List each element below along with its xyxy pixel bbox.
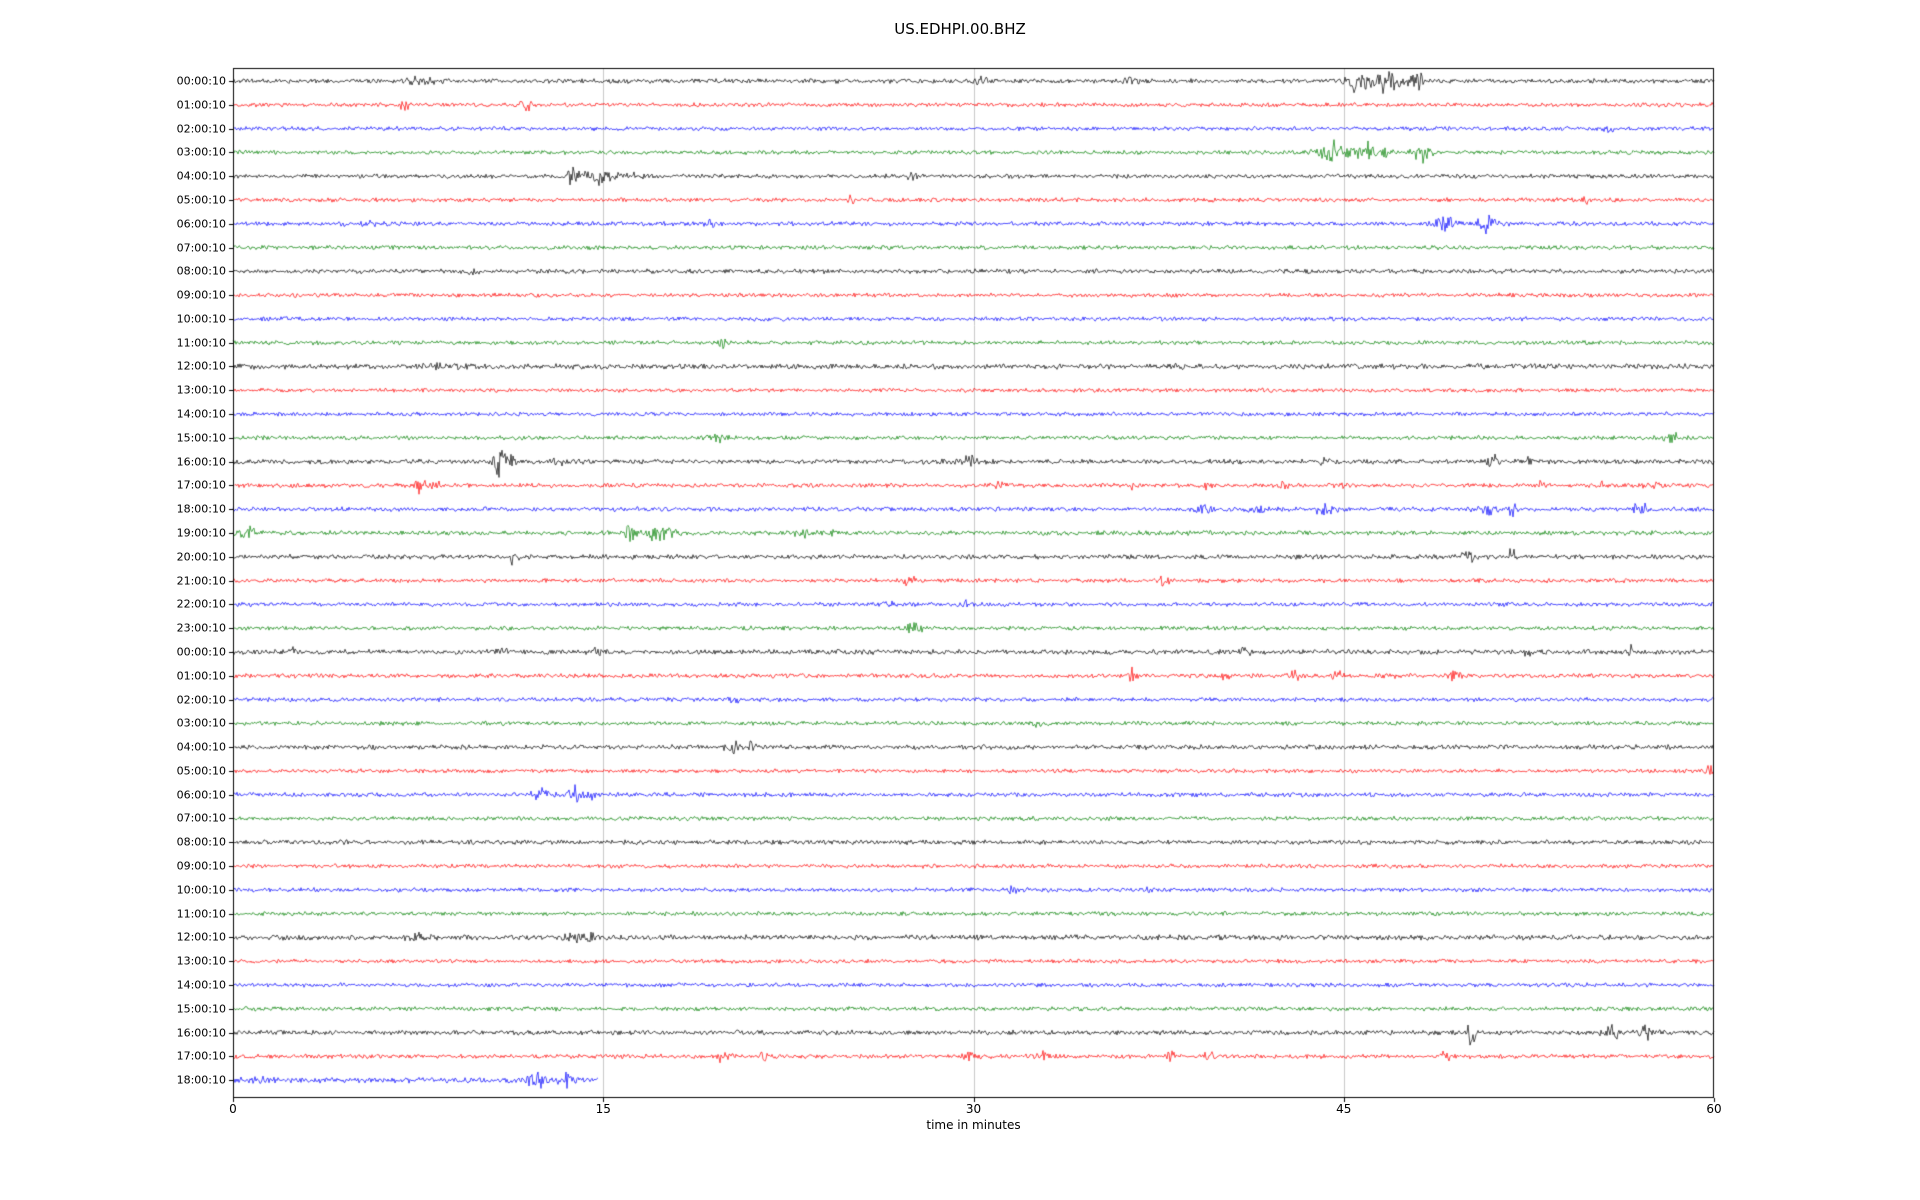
trace-label: 09:00:10 xyxy=(176,288,226,302)
trace-label: 07:00:10 xyxy=(176,811,226,825)
trace-label: 15:00:10 xyxy=(176,431,226,445)
trace-label: 04:00:10 xyxy=(176,740,226,754)
trace-label: 12:00:10 xyxy=(176,930,226,944)
trace-label: 03:00:10 xyxy=(176,145,226,159)
trace-label: 02:00:10 xyxy=(176,693,226,707)
x-tick-label: 30 xyxy=(965,1102,982,1116)
trace-label: 00:00:10 xyxy=(176,645,226,659)
trace-label: 13:00:10 xyxy=(176,383,226,397)
trace-label: 17:00:10 xyxy=(176,478,226,492)
trace-label: 08:00:10 xyxy=(176,835,226,849)
trace-label: 11:00:10 xyxy=(176,336,226,350)
trace-label: 05:00:10 xyxy=(176,764,226,778)
trace-label: 02:00:10 xyxy=(176,122,226,136)
trace-label: 19:00:10 xyxy=(176,526,226,540)
trace-label: 16:00:10 xyxy=(176,455,226,469)
x-tick-label: 60 xyxy=(1706,1102,1722,1116)
trace-label: 01:00:10 xyxy=(176,669,226,683)
trace-label: 14:00:10 xyxy=(176,978,226,992)
trace-label: 18:00:10 xyxy=(176,1073,226,1087)
x-tick-label: 45 xyxy=(1336,1102,1352,1116)
x-tick-label: 0 xyxy=(229,1102,237,1116)
trace-label: 15:00:10 xyxy=(176,1002,226,1016)
chart-title: US.EDHPI.00.BHZ xyxy=(894,20,1026,38)
trace-label: 10:00:10 xyxy=(176,883,226,897)
trace-label: 09:00:10 xyxy=(176,859,226,873)
trace-label: 11:00:10 xyxy=(176,907,226,921)
x-axis-label: time in minutes xyxy=(926,1118,1021,1132)
trace-label: 06:00:10 xyxy=(176,217,226,231)
trace-label: 18:00:10 xyxy=(176,502,226,516)
trace-label: 20:00:10 xyxy=(176,550,226,564)
trace-label: 12:00:10 xyxy=(176,359,226,373)
trace-label: 03:00:10 xyxy=(176,716,226,730)
trace-label: 06:00:10 xyxy=(176,788,226,802)
trace-label: 21:00:10 xyxy=(176,574,226,588)
trace-label: 01:00:10 xyxy=(176,98,226,112)
trace-label: 23:00:10 xyxy=(176,621,226,635)
trace-label: 16:00:10 xyxy=(176,1026,226,1040)
x-tick-label: 15 xyxy=(595,1102,611,1116)
trace-label: 07:00:10 xyxy=(176,241,226,255)
trace-label: 05:00:10 xyxy=(176,193,226,207)
trace-label: 00:00:10 xyxy=(176,74,226,88)
trace-label: 10:00:10 xyxy=(176,312,226,326)
trace-label: 08:00:10 xyxy=(176,264,226,278)
trace-label: 04:00:10 xyxy=(176,169,226,183)
trace-label: 13:00:10 xyxy=(176,954,226,968)
trace-label: 22:00:10 xyxy=(176,597,226,611)
trace-label: 17:00:10 xyxy=(176,1049,226,1063)
trace-label: 14:00:10 xyxy=(176,407,226,421)
